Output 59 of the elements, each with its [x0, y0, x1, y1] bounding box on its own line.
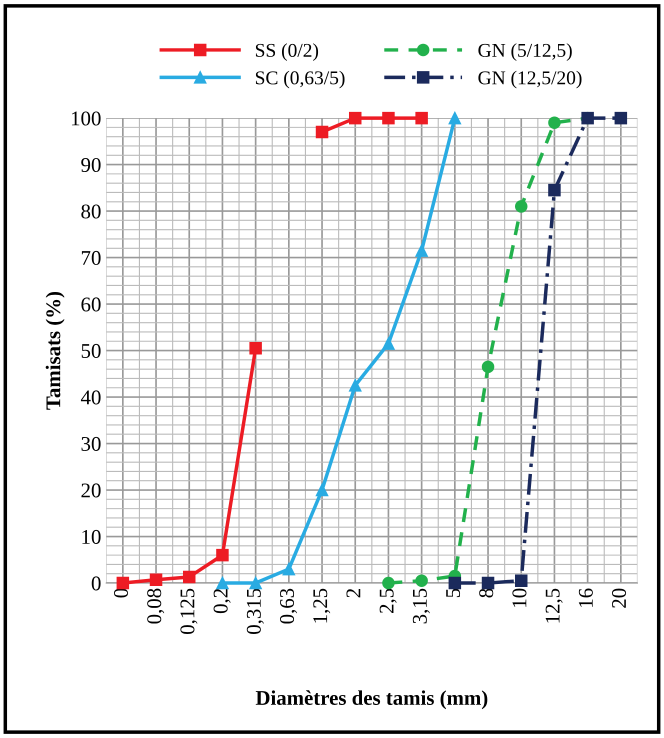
x-tick-label: 10 — [512, 588, 526, 607]
x-tick-label: 0,315 — [246, 588, 264, 634]
point — [382, 337, 395, 350]
x-tick-label: 5 — [446, 588, 460, 598]
x-tick-label: 8 — [479, 588, 494, 598]
x-tick-label: 0,63 — [280, 588, 298, 624]
point — [316, 126, 328, 138]
legend-label: SS (0/2) — [256, 43, 318, 61]
x-axis-title: Diamètres des tamis (mm) — [256, 690, 488, 710]
x-tick-label: 20 — [612, 588, 626, 608]
point — [382, 576, 395, 590]
point — [282, 562, 296, 576]
point — [216, 576, 229, 590]
point — [514, 574, 528, 587]
point — [482, 576, 494, 590]
x-tick-label: 2,5 — [380, 588, 397, 614]
legend-label: SC (0,63/5) — [256, 70, 345, 88]
x-tick-label: 2 — [346, 589, 360, 598]
point — [348, 112, 362, 124]
legend-label: GN (5/12,5) — [478, 43, 572, 61]
point — [548, 184, 561, 196]
point — [249, 342, 262, 354]
point — [216, 548, 229, 562]
legend-label: GN (12,5/20) — [478, 70, 582, 88]
y-tick-label: 10 — [82, 530, 101, 544]
x-tick-label: 1,25 — [313, 588, 330, 623]
point — [448, 112, 462, 124]
point — [415, 112, 428, 124]
point — [415, 244, 428, 257]
x-tick-label: 3,15 — [412, 588, 430, 624]
y-tick-label: 30 — [82, 436, 101, 451]
x-tick-label: 0,125 — [180, 588, 198, 634]
y-tick-label: 90 — [81, 158, 101, 172]
x-tick-label: 0,08 — [147, 588, 164, 624]
y-axis-title: Tamisats (%) — [46, 292, 65, 410]
point — [316, 484, 328, 496]
y-tick-label: 60 — [81, 297, 101, 312]
point — [382, 112, 395, 124]
point — [614, 112, 628, 124]
y-tick-label: 50 — [82, 344, 101, 358]
y-tick-label: 80 — [81, 204, 101, 218]
x-tick-label: 16 — [578, 588, 593, 607]
x-tick-label: 12,5 — [546, 588, 563, 623]
y-tick-label: 40 — [80, 390, 101, 404]
point — [482, 360, 494, 374]
y-tick-label: 100 — [72, 111, 101, 126]
point — [448, 576, 462, 590]
x-tick-label: 0,2 — [214, 589, 231, 614]
point — [249, 576, 262, 590]
point — [116, 576, 130, 590]
x-tick-label: 0 — [114, 588, 128, 598]
y-tick-label: 20 — [81, 483, 101, 498]
point — [548, 116, 561, 129]
point — [348, 379, 362, 392]
y-tick-label: 70 — [82, 250, 101, 265]
point — [415, 574, 428, 587]
point — [150, 574, 162, 586]
point — [514, 200, 528, 213]
point — [182, 570, 196, 584]
